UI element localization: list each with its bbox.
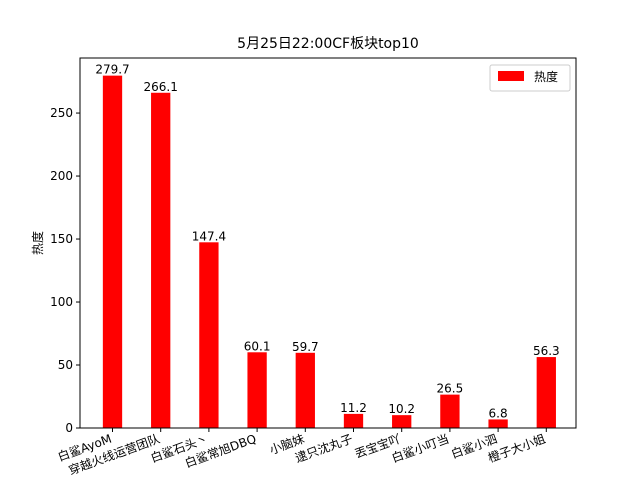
bar <box>199 242 219 428</box>
y-axis: 0 50 100 150 200 250 <box>50 106 80 435</box>
chart-title: 5月25日22:00CF板块top10 <box>237 36 419 52</box>
bar <box>102 75 123 428</box>
bar <box>392 415 412 428</box>
bar <box>488 419 508 428</box>
y-axis-label: 热度 <box>30 231 45 255</box>
y-tick-label: 100 <box>50 295 73 309</box>
bar <box>295 352 315 428</box>
y-tick-label: 200 <box>50 169 73 183</box>
y-tick-label: 150 <box>50 232 73 246</box>
value-labels-group: 279.7 266.1 147.4 60.1 59.7 11.2 10.2 26.5 6.8 56… <box>95 63 559 421</box>
y-tick-label: 250 <box>50 106 73 120</box>
bar <box>343 413 364 428</box>
bar-value-label: 59.7 <box>292 340 319 354</box>
bar-value-label: 56.3 <box>533 344 560 358</box>
bar-value-label: 6.8 <box>489 406 508 420</box>
legend-swatch <box>498 71 524 81</box>
bar-value-label: 60.1 <box>244 339 271 353</box>
legend-label: 热度 <box>534 69 558 84</box>
bar-value-label: 279.7 <box>95 63 129 77</box>
bar-value-label: 11.2 <box>340 401 367 415</box>
axes-frame <box>79 57 577 429</box>
bar <box>440 394 460 428</box>
bar-value-label: 26.5 <box>437 382 464 396</box>
y-tick-label: 50 <box>58 358 73 372</box>
bar <box>151 92 171 428</box>
bar-value-label: 10.2 <box>388 402 415 416</box>
bar <box>247 352 267 428</box>
bars-group <box>102 75 556 428</box>
y-tick-label: 0 <box>65 421 73 435</box>
bar <box>536 357 556 428</box>
legend: 热度 <box>489 64 571 92</box>
bar-value-label: 147.4 <box>192 229 226 243</box>
bar-value-label: 266.1 <box>144 80 178 94</box>
